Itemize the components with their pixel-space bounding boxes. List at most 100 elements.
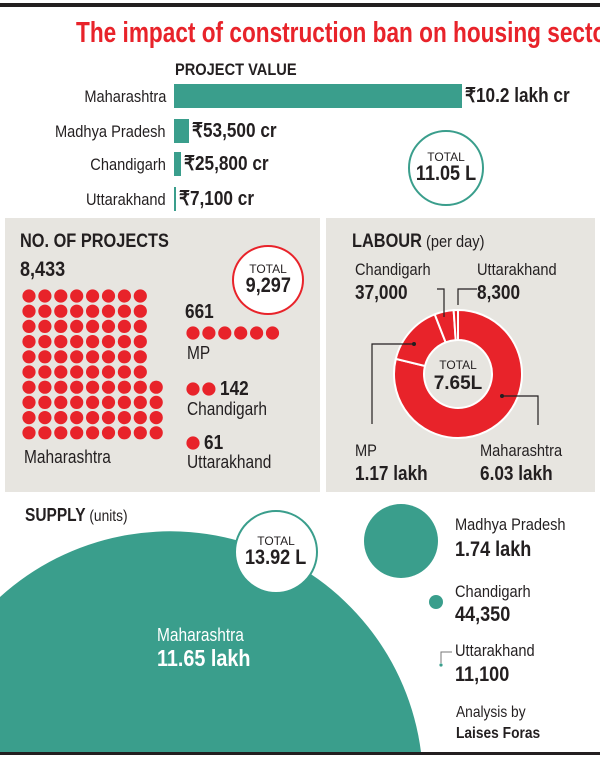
supply-total: TOTAL 13.92 L — [234, 510, 318, 594]
label-text: Uttarakhand — [187, 452, 272, 472]
maharashtra-project-dot — [54, 426, 68, 440]
mp-project-dot — [202, 326, 216, 340]
maharashtra-project-dot — [38, 319, 52, 333]
labour-chandigarh-value: 37,000 — [355, 283, 416, 303]
mp-project-dot — [186, 326, 200, 340]
maharashtra-project-dot — [133, 289, 147, 303]
maharashtra-project-dot — [38, 289, 52, 303]
bar-maharashtra — [174, 84, 462, 108]
bar-value: ₹25,800 cr — [184, 154, 282, 174]
maharashtra-project-dot — [54, 411, 68, 425]
label-text: Uttarakhand — [455, 641, 535, 660]
supply-chandigarh-value: 44,350 — [455, 604, 519, 625]
bar-label-text: Uttarakhand — [86, 190, 166, 209]
label-text: Uttarakhand — [477, 260, 557, 279]
maharashtra-project-dot — [133, 395, 147, 409]
maharashtra-project-dot — [133, 380, 147, 394]
value-text: 61 — [204, 432, 224, 454]
value-text: 1.17 lakh — [355, 463, 428, 485]
title: The impact of construction ban on housin… — [0, 19, 600, 48]
maharashtra-project-dot — [70, 289, 84, 303]
maharashtra-project-dot — [22, 350, 36, 364]
maharashtra-project-dot — [38, 365, 52, 379]
maharashtra-project-dot — [101, 426, 116, 440]
maharashtra-project-dot — [101, 304, 116, 318]
maharashtra-project-dot — [38, 380, 52, 394]
bubble-madhya-pradesh — [364, 504, 438, 578]
bar-value: ₹7,100 cr — [179, 189, 266, 209]
mp-project-dot — [218, 326, 232, 340]
bar-uttarakhand — [174, 187, 176, 211]
labour-heading: LABOUR (per day) — [352, 232, 506, 251]
value-text: 37,000 — [355, 282, 408, 304]
mp-projects-label: MP — [187, 344, 214, 362]
bar-label: Madhya Pradesh — [37, 123, 166, 140]
project-value-total: TOTAL 11.05 L — [408, 130, 484, 206]
maharashtra-project-dot — [38, 426, 52, 440]
maharashtra-project-dot — [101, 289, 116, 303]
maharashtra-project-dot — [133, 319, 147, 333]
supply-uttarakhand-value: 11,100 — [455, 664, 518, 685]
label-text: MP — [187, 343, 211, 363]
bar-label-text: Chandigarh — [90, 155, 166, 174]
maharashtra-project-dot — [117, 319, 131, 333]
label-text: Maharashtra — [480, 441, 563, 460]
chandigarh-projects-label: Chandigarh — [187, 400, 280, 418]
maharashtra-project-dot — [70, 304, 84, 318]
maharashtra-project-dot — [54, 365, 68, 379]
maharashtra-project-dot — [22, 289, 36, 303]
total-label: TOTAL — [427, 149, 465, 164]
chandigarh-project-dot — [186, 382, 200, 396]
supply-maharashtra-label: Maharashtra — [157, 626, 258, 644]
chandigarh-project-dot — [202, 382, 216, 396]
labour-maharashtra-value: 6.03 lakh — [480, 464, 565, 484]
supply-unit: (units) — [89, 508, 128, 525]
maharashtra-project-dot — [38, 411, 52, 425]
total-value: 11.05 L — [415, 161, 477, 185]
donut-slice-uttarakhand — [452, 308, 459, 342]
label-text: Chandigarh — [455, 582, 531, 601]
maharashtra-project-dot — [70, 411, 84, 425]
supply-heading: SUPPLY (units) — [25, 506, 144, 525]
value-text: 142 — [220, 378, 249, 400]
total-label: TOTAL — [257, 533, 295, 548]
maharashtra-project-dot — [149, 411, 163, 425]
bar-chandigarh — [174, 152, 181, 176]
maharashtra-project-dot — [149, 380, 163, 394]
maharashtra-project-dot — [22, 426, 36, 440]
maharashtra-project-dot — [70, 319, 84, 333]
maharashtra-project-dot — [38, 335, 52, 349]
bubble-maharashtra — [0, 531, 421, 752]
bar-label: Chandigarh — [78, 156, 166, 173]
leader-line-maharashtra — [502, 395, 539, 425]
total-value: 13.92 L — [245, 545, 307, 569]
maharashtra-project-dot — [22, 304, 36, 318]
maharashtra-project-dot — [54, 350, 68, 364]
maharashtra-project-dot — [22, 319, 36, 333]
maharashtra-project-dot — [117, 335, 131, 349]
maharashtra-project-dot — [70, 380, 84, 394]
mp-project-dot — [265, 326, 280, 340]
maharashtra-project-dot — [149, 395, 163, 409]
credit-line1: Analysis by — [456, 705, 537, 721]
maharashtra-project-dot — [86, 335, 100, 349]
leader-line-uttarakhand — [457, 288, 477, 305]
bar-value: ₹53,500 cr — [192, 121, 290, 141]
labour-mp-label: MP — [355, 442, 381, 459]
maharashtra-project-dot — [117, 304, 131, 318]
projects-heading-text: NO. OF PROJECTS — [20, 231, 169, 252]
maharashtra-project-dot — [101, 365, 116, 379]
maharashtra-project-dot — [38, 395, 52, 409]
label-text: Maharashtra — [24, 447, 111, 467]
maharashtra-project-dot — [22, 365, 36, 379]
bottom-rule — [0, 752, 600, 755]
maharashtra-project-dot — [133, 350, 147, 364]
bar-label-text: Maharashtra — [83, 87, 166, 106]
maharashtra-project-dot — [101, 319, 116, 333]
bubble-uttarakhand — [439, 663, 443, 667]
labour-total-value: 7.65L — [434, 373, 483, 394]
maharashtra-project-dot — [86, 380, 100, 394]
maharashtra-projects-label: Maharashtra — [24, 448, 125, 466]
uttarakhand-projects-label: Uttarakhand — [187, 453, 285, 471]
projects-total: TOTAL 9,297 — [232, 245, 304, 315]
